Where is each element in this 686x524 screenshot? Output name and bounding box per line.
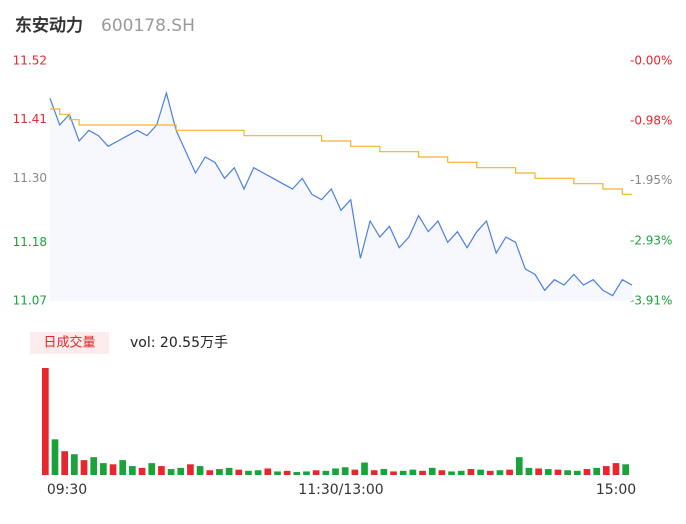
volume-bar	[196, 466, 204, 475]
volume-bar	[51, 439, 59, 475]
volume-bar	[573, 470, 581, 475]
price-area	[50, 93, 632, 301]
volume-bar	[216, 469, 223, 475]
volume-bar	[158, 466, 165, 475]
volume-bar	[448, 471, 455, 475]
y2-tick-label: -3.91%	[630, 294, 672, 308]
volume-bar	[187, 464, 194, 475]
volume-bar	[129, 466, 136, 475]
y2-tick-label: -0.00%	[630, 54, 672, 68]
volume-bar	[486, 470, 494, 475]
volume-bar	[390, 471, 397, 475]
volume-bar	[370, 470, 378, 475]
volume-bar	[554, 469, 562, 475]
volume-summary: vol: 20.55万手	[130, 335, 228, 351]
volume-bar	[525, 467, 533, 475]
stock-code: 600178.SH	[101, 16, 195, 36]
x-tick-label: 11:30/13:00	[298, 482, 383, 498]
volume-bar	[293, 472, 301, 475]
volume-bar	[399, 470, 407, 475]
volume-bar	[167, 469, 175, 475]
volume-bar	[535, 468, 542, 475]
y-tick-label: 11.41	[13, 112, 47, 126]
x-tick-label: 15:00	[596, 482, 636, 498]
volume-bar	[90, 457, 98, 475]
y-tick-label: 11.30	[13, 171, 47, 185]
volume-bar	[602, 466, 610, 475]
price-line	[49, 90, 633, 297]
volume-bar	[428, 467, 436, 475]
volume-bar	[564, 470, 571, 475]
volume-bar	[332, 468, 339, 475]
volume-bar	[593, 467, 600, 475]
volume-bar	[148, 463, 156, 475]
volume-bar	[322, 470, 330, 475]
y2-tick-label: -2.93%	[630, 233, 672, 247]
volume-bar	[235, 469, 243, 475]
x-tick-label: 09:30	[47, 482, 87, 498]
volume-bar	[264, 468, 272, 475]
volume-bar	[245, 470, 252, 475]
volume-bar	[303, 471, 310, 475]
volume-bar	[419, 470, 426, 475]
volume-bar	[100, 463, 107, 475]
volume-bar	[283, 470, 291, 475]
volume-bar	[467, 469, 475, 475]
volume-bar	[457, 470, 465, 475]
volume-bar	[61, 451, 69, 475]
volume-bar	[506, 469, 513, 475]
volume-bar	[274, 471, 281, 475]
volume-bar	[341, 467, 349, 475]
volume-bar	[544, 469, 552, 475]
volume-bar	[351, 469, 359, 475]
y2-tick-label: -0.98%	[630, 114, 672, 128]
volume-bar	[380, 469, 388, 475]
y-tick-label: 11.52	[13, 54, 47, 68]
volume-bar	[361, 462, 368, 475]
volume-bar	[42, 368, 49, 475]
volume-bar	[438, 470, 446, 475]
volume-bar	[71, 454, 78, 475]
volume-bar	[80, 460, 88, 475]
volume-bar	[312, 470, 320, 475]
y2-tick-label: -1.95%	[630, 173, 672, 187]
y-tick-label: 11.07	[13, 294, 47, 308]
volume-bar	[138, 467, 146, 475]
stock-name: 东安动力	[15, 15, 83, 36]
volume-bar	[477, 469, 484, 475]
volume-bar	[177, 467, 185, 475]
volume-bar	[612, 463, 620, 475]
volume-bar	[622, 464, 629, 475]
volume-bar	[109, 464, 117, 475]
volume-bar	[206, 470, 214, 475]
legend-label[interactable]: 日成交量	[43, 335, 95, 351]
volume-bar	[119, 460, 127, 475]
volume-bar	[225, 467, 233, 475]
average-line	[50, 108, 632, 195]
volume-bar	[409, 469, 417, 475]
volume-bar	[254, 470, 262, 475]
volume-bar	[515, 457, 523, 475]
y-tick-label: 11.18	[13, 235, 47, 249]
legend-button[interactable]	[30, 332, 109, 354]
volume-bar	[583, 469, 591, 475]
volume-bar	[496, 470, 504, 475]
